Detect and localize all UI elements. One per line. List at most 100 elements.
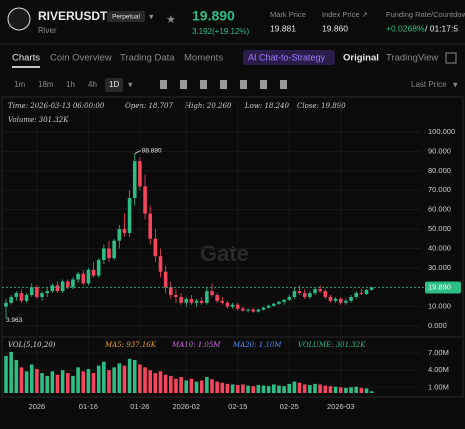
volume-legend: MA5: 937.16K — [104, 341, 157, 349]
x-tick-label: 2026-02 — [172, 402, 200, 411]
interval[interactable]: 1D — [109, 80, 119, 89]
volume-bar — [333, 386, 338, 393]
volume-bar — [71, 375, 75, 393]
y-tick-label: 100.000 — [428, 127, 455, 136]
interval[interactable]: 1m — [14, 80, 25, 89]
dropdown[interactable]: ▾ — [149, 11, 154, 21]
tab[interactable]: TradingView — [386, 53, 438, 64]
candle-body — [76, 273, 80, 280]
info-volume: Volume: 301.32K — [8, 116, 69, 124]
tab[interactable]: Original — [343, 53, 379, 64]
symbol[interactable]: RIVERUSDT — [38, 9, 108, 23]
min-label: 3.963 — [6, 317, 23, 324]
candle-body — [189, 298, 194, 303]
y-tick-label: 10.000 — [428, 302, 451, 311]
y-tick-label: 50.000 — [428, 224, 451, 233]
x-tick-label: 01-16 — [79, 402, 98, 411]
candle-body — [364, 289, 369, 295]
volume-bar — [344, 387, 348, 393]
vol-tick-label: 4.00M — [428, 365, 449, 374]
candle-body — [4, 302, 8, 307]
volume-bar — [122, 365, 127, 393]
volume-bar — [174, 378, 178, 393]
candle-body — [225, 302, 230, 307]
settings-icon[interactable] — [445, 52, 457, 64]
volume-bar — [308, 385, 312, 393]
volume-bar — [323, 385, 328, 393]
candle-body — [210, 291, 214, 296]
volume-bar — [158, 371, 163, 393]
volume-bar — [277, 385, 281, 393]
candle-body — [132, 161, 137, 198]
candle-body — [40, 293, 44, 297]
info: Low: 18.240 — [244, 102, 289, 110]
volume-bar — [215, 381, 219, 393]
candle-body — [158, 256, 163, 272]
interval[interactable]: 18m — [38, 80, 54, 89]
tab[interactable]: Coin Overview — [50, 53, 112, 64]
ai-pill — [243, 50, 335, 65]
stat-label: Funding Rate/Countdown — [386, 10, 465, 19]
info: High: 20.260 — [184, 102, 232, 110]
candle-body — [215, 295, 219, 301]
volume-bar — [251, 386, 255, 393]
interval[interactable]: 1h — [66, 80, 75, 89]
stat-label: Mark Price — [270, 10, 306, 19]
candle-body — [169, 287, 173, 296]
candle-body — [205, 291, 209, 303]
dropdown[interactable]: ▾ — [453, 79, 458, 89]
candle-body — [143, 186, 147, 214]
tab[interactable]: AI Chat-to-Strategy — [248, 52, 326, 62]
volume-bar — [148, 370, 152, 393]
candle-body — [308, 293, 312, 297]
candle-body — [66, 281, 70, 288]
volume-bar — [55, 374, 60, 393]
volume-bar — [199, 380, 204, 393]
volume-bar — [256, 385, 261, 393]
candle-body — [112, 240, 116, 259]
price-mode[interactable]: Last Price — [411, 80, 447, 89]
tab[interactable]: Charts — [12, 53, 40, 64]
volume-bar — [266, 386, 271, 393]
candle-body — [55, 285, 60, 292]
volume-bar — [194, 381, 199, 393]
volume-bar — [14, 359, 19, 393]
volume-bar — [143, 367, 147, 393]
candle-body — [261, 307, 266, 310]
tab[interactable]: Moments — [184, 53, 223, 64]
candle-body — [235, 304, 240, 309]
y-tick-label: 90.000 — [428, 146, 451, 155]
candle-body — [369, 287, 374, 290]
stat-label: Index Price ↗ — [322, 10, 368, 19]
candle-body — [81, 273, 86, 284]
volume-bar — [241, 384, 245, 393]
change: 3.192(+19.12%) — [192, 27, 249, 36]
volume-bar — [66, 373, 70, 393]
tab[interactable]: Trading Data — [120, 53, 175, 64]
volume-bar — [287, 383, 292, 393]
candle-body — [318, 289, 322, 292]
star[interactable]: ★ — [166, 14, 176, 26]
candle-body — [220, 300, 225, 303]
candle-body — [179, 296, 183, 303]
interval[interactable]: 4h — [88, 80, 97, 89]
candle-body — [153, 238, 158, 257]
volume-bar — [86, 369, 91, 393]
tag-bg — [107, 11, 145, 22]
tool-icons[interactable] — [160, 80, 287, 89]
volume-bar — [359, 387, 364, 393]
volume-bar — [169, 375, 173, 393]
volume-bar — [220, 382, 225, 393]
info: Open: 18.707 — [125, 102, 173, 110]
x-tick-label: 2026-03 — [327, 402, 355, 411]
candle-body — [45, 291, 49, 294]
volume-bar — [138, 364, 142, 393]
candle-body — [302, 293, 307, 297]
volume-bar — [189, 378, 194, 393]
dropdown[interactable]: ▾ — [128, 79, 133, 89]
candle-body — [127, 197, 132, 233]
y-tick-label: 60.000 — [428, 205, 451, 214]
candle-body — [184, 298, 189, 303]
volume-bar — [338, 387, 343, 393]
